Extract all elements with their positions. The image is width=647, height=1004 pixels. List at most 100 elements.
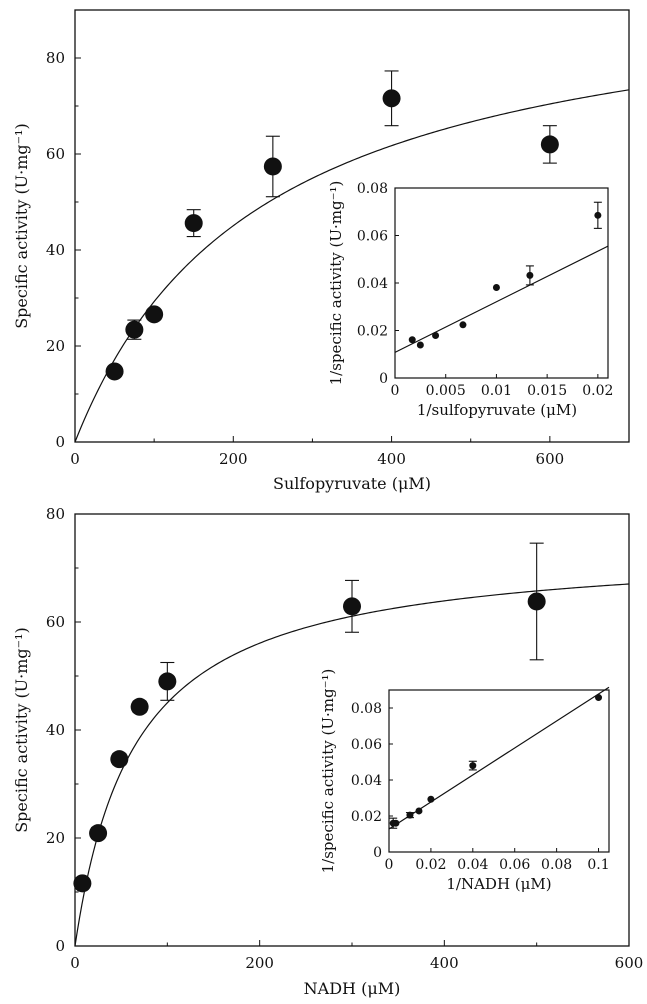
y-tick-label: 0 <box>373 845 382 861</box>
fit-curve <box>74 89 630 443</box>
data-point <box>343 597 361 616</box>
data-point <box>263 157 282 176</box>
y-tick-label: 20 <box>46 829 65 847</box>
data-point <box>408 336 416 344</box>
data-point <box>406 811 414 819</box>
x-tick-label: 0 <box>70 954 80 972</box>
y-tick-label: 0.06 <box>357 229 388 245</box>
y-tick-label: 0 <box>55 937 65 955</box>
y-tick-label: 80 <box>46 505 65 523</box>
inset-fit-layer <box>394 245 609 353</box>
inset-data-points <box>408 201 602 349</box>
data-point <box>432 331 440 339</box>
inset-fit-layer <box>388 686 610 830</box>
x-tick-label: 200 <box>219 450 248 468</box>
data-point <box>459 321 467 329</box>
fit-layer <box>74 89 630 443</box>
y-tick-label: 0.06 <box>351 737 382 753</box>
inset-x-axis-label: 1/sulfopyruvate (μM) <box>417 401 577 419</box>
data-point <box>415 807 423 815</box>
data-point <box>158 672 177 691</box>
x-axis-label: NADH (μM) <box>304 979 401 998</box>
inset-frame <box>394 187 609 379</box>
x-tick-label: 400 <box>377 450 406 468</box>
y-tick-label: 0.08 <box>357 181 388 197</box>
x-tick-label: 200 <box>245 954 274 972</box>
x-tick-label: 0.04 <box>457 857 488 873</box>
y-tick-label: 0 <box>379 371 388 387</box>
y-ticks: 0 20 40 60 80 <box>46 49 81 451</box>
sulfopyruvate-inset: 0 0.005 0.01 0.015 0.02 0 0.02 0.04 0.06 0.08 1/… <box>327 181 613 419</box>
data-point <box>526 271 534 279</box>
data-point <box>416 341 424 349</box>
data-point <box>184 214 203 233</box>
data-point <box>427 795 435 803</box>
data-point <box>540 135 559 154</box>
fit-curve <box>394 245 609 353</box>
nadh-inset: 0 0.02 0.04 0.06 0.08 0.1 0 0.02 0.04 0.06 0.08 1… <box>319 669 610 893</box>
data-point <box>469 762 477 770</box>
y-tick-label: 60 <box>46 145 65 163</box>
y-tick-label: 40 <box>46 241 65 259</box>
x-tick-label: 400 <box>430 954 459 972</box>
inset-y-ticks: 0 0.02 0.04 0.06 0.08 <box>351 701 393 861</box>
x-axis-label: Sulfopyruvate (μM) <box>273 474 431 493</box>
x-tick-label: 0.01 <box>481 383 512 399</box>
data-point <box>73 874 92 893</box>
y-tick-label: 0.08 <box>351 701 382 717</box>
data-point <box>145 305 164 324</box>
x-tick-label: 0 <box>70 450 80 468</box>
y-axis-label: Specific activity (U·mg⁻¹) <box>12 627 31 833</box>
x-ticks: 0 200 400 600 <box>70 940 643 972</box>
inset-x-ticks: 0 0.005 0.01 0.015 0.02 <box>391 374 613 399</box>
x-tick-label: 0.08 <box>541 857 572 873</box>
y-ticks: 0 20 40 60 80 <box>46 505 81 955</box>
data-points <box>73 542 546 893</box>
y-tick-label: 60 <box>46 613 65 631</box>
x-tick-label: 0 <box>385 857 394 873</box>
data-point <box>110 750 129 769</box>
inset-y-ticks: 0 0.02 0.04 0.06 0.08 <box>357 181 399 387</box>
y-tick-label: 0.02 <box>357 324 388 340</box>
y-tick-label: 0 <box>55 433 65 451</box>
nadh-chart: 0 200 400 600 0 20 40 60 80 NADH (μM) Specific … <box>12 505 643 998</box>
data-point <box>527 592 546 611</box>
inset-y-axis-label: 1/specific activity (U·mg⁻¹) <box>327 181 345 386</box>
fit-curve <box>388 686 610 830</box>
inset-frame <box>388 689 610 853</box>
x-ticks: 0 200 400 600 <box>70 436 564 468</box>
y-tick-label: 20 <box>46 337 65 355</box>
y-tick-label: 40 <box>46 721 65 739</box>
x-tick-label: 0.06 <box>499 857 530 873</box>
x-tick-label: 0.02 <box>582 383 613 399</box>
data-point <box>382 89 401 108</box>
inset-x-ticks: 0 0.02 0.04 0.06 0.08 0.1 <box>385 848 610 873</box>
inset-x-axis-label: 1/NADH (μM) <box>446 875 551 893</box>
data-point <box>89 824 108 843</box>
y-tick-label: 0.02 <box>351 809 382 825</box>
x-tick-label: 0.015 <box>527 383 567 399</box>
x-tick-label: 0.02 <box>415 857 446 873</box>
data-point <box>105 362 124 381</box>
x-tick-label: 0 <box>391 383 400 399</box>
y-tick-label: 0.04 <box>357 276 388 292</box>
data-points <box>105 70 559 381</box>
plot-frame <box>74 9 630 443</box>
x-tick-label: 600 <box>536 450 565 468</box>
y-axis-label: Specific activity (U·mg⁻¹) <box>12 123 31 329</box>
x-tick-label: 600 <box>615 954 644 972</box>
data-point <box>130 697 149 716</box>
data-point <box>595 694 603 702</box>
x-tick-label: 0.1 <box>587 857 609 873</box>
data-point <box>392 819 400 827</box>
data-point <box>125 320 144 339</box>
y-tick-label: 80 <box>46 49 65 67</box>
x-tick-label: 0.005 <box>426 383 466 399</box>
inset-data-points <box>389 694 603 829</box>
data-point <box>594 211 602 219</box>
y-tick-label: 0.04 <box>351 773 382 789</box>
inset-y-axis-label: 1/specific activity (U·mg⁻¹) <box>319 669 337 874</box>
data-point <box>492 284 500 292</box>
